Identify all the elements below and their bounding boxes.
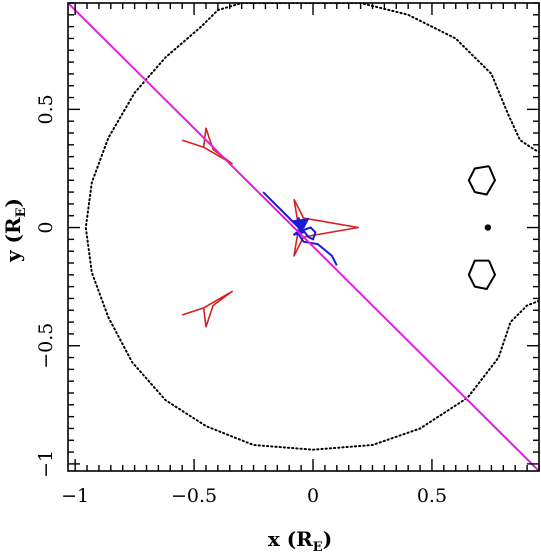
axis-ticks [68, 2, 540, 471]
y-axis-label-subscript: E [14, 207, 29, 217]
series-critical-curve-outer-1 [84, 9, 539, 451]
series-caustic-lower-left-6 [181, 290, 233, 328]
x-tick-label: 0.5 [417, 485, 447, 507]
x-axis-label: x (RE) [268, 527, 332, 555]
x-axis-label-subscript: E [313, 540, 323, 555]
y-tick-label: 0.5 [35, 94, 57, 124]
x-axis-label-main: x (R [268, 527, 313, 551]
x-axis-label-close: ) [323, 527, 332, 551]
plot-frame [67, 2, 540, 472]
y-axis-label-close: ) [1, 198, 25, 207]
series-lens-axis-line-10 [68, 3, 539, 471]
tick-labels: −1 −0.5 0 0.5 −1 −0.5 0 0.5 [35, 94, 447, 507]
series-source-arrow-9 [290, 217, 310, 236]
series-critical-curve-small-lower-3 [467, 259, 496, 290]
x-tick-label: 0 [307, 485, 319, 507]
x-tick-label: −0.5 [171, 485, 217, 507]
series-caustic-upper-left-5 [181, 127, 233, 165]
y-axis-label-main: y (R [1, 217, 25, 263]
series-critical-curve-outer-0 [216, 3, 539, 153]
x-tick-label: −1 [61, 485, 89, 507]
y-tick-label: −1 [35, 450, 57, 478]
y-axis-label: y (RE) [1, 198, 29, 263]
series-critical-curve-small-upper-2 [467, 165, 496, 196]
y-tick-label: −0.5 [35, 323, 57, 369]
lens-point-mark [484, 224, 492, 231]
plot-curves [68, 3, 539, 471]
y-tick-label: 0 [35, 221, 57, 233]
